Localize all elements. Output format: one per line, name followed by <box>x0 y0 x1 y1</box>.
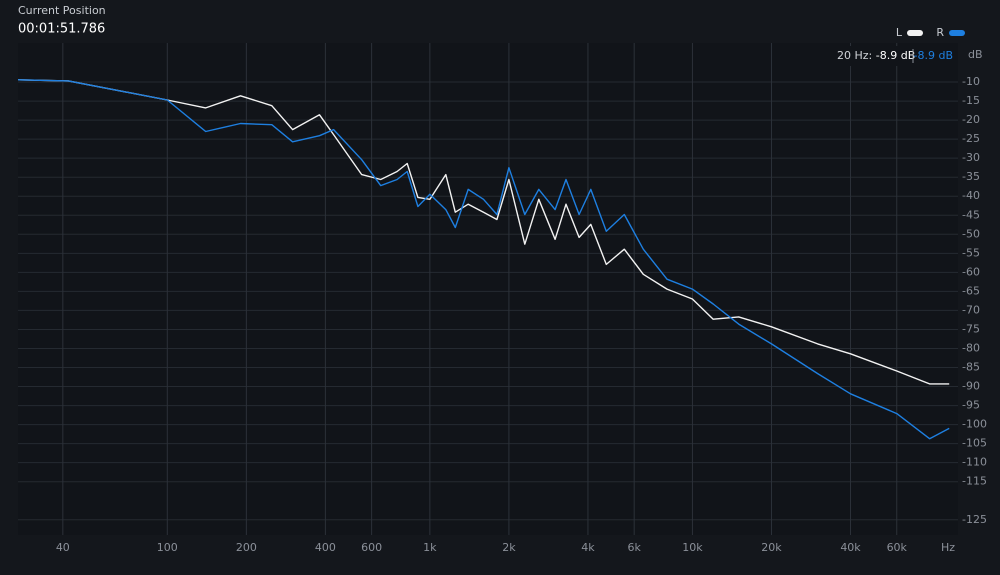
readout-left: -8.9 dB <box>876 49 916 62</box>
y-tick-label: -45 <box>962 208 980 221</box>
x-tick-label: 6k <box>627 541 641 554</box>
y-tick-label: -70 <box>962 303 980 316</box>
x-tick-label: 2k <box>502 541 516 554</box>
y-tick-label: -25 <box>962 132 980 145</box>
plot-area <box>18 43 958 535</box>
y-tick-label: -40 <box>962 189 980 202</box>
y-tick-label: -30 <box>962 151 980 164</box>
x-tick-label: 100 <box>157 541 178 554</box>
readout-frequency: 20 Hz: <box>837 49 872 62</box>
y-tick-label: -95 <box>962 399 980 412</box>
readout-right: -8.9 dB <box>914 49 954 62</box>
y-tick-label: -75 <box>962 322 980 335</box>
position-label: Current Position <box>18 4 106 17</box>
x-tick-label: 400 <box>315 541 336 554</box>
y-tick-label: -55 <box>962 246 980 259</box>
x-tick-label: 1k <box>423 541 437 554</box>
x-tick-label: 20k <box>761 541 782 554</box>
x-tick-label: 4k <box>581 541 595 554</box>
series-line <box>17 79 950 385</box>
x-tick-label: 40k <box>840 541 861 554</box>
lines <box>17 79 950 440</box>
y-tick-label: -50 <box>962 227 980 240</box>
y-axis-label: dB <box>968 48 983 61</box>
x-tick-label: 200 <box>236 541 257 554</box>
x-tick-label: 40 <box>56 541 70 554</box>
y-tick-label: -125 <box>962 513 987 526</box>
y-tick-label: -80 <box>962 341 980 354</box>
readout: 20 Hz: -8.9 dB <box>837 49 915 62</box>
y-tick-label: -100 <box>962 418 987 431</box>
y-tick-label: -15 <box>962 94 980 107</box>
legend-swatch <box>907 30 923 36</box>
position-time: 00:01:51.786 <box>18 22 105 37</box>
series-line <box>17 79 950 440</box>
legend-label: L <box>896 26 903 39</box>
y-tick-label: -115 <box>962 475 987 488</box>
legend-swatch <box>949 30 965 36</box>
x-tick-label: 600 <box>361 541 382 554</box>
x-tick-label: 10k <box>682 541 703 554</box>
grid: -10 -15 -20 -25 -30 -35 -40 -45 -50 -55 -60 -65 -70 -… <box>18 43 987 554</box>
y-tick-label: -85 <box>962 361 980 374</box>
x-axis-label: Hz <box>941 541 955 554</box>
y-tick-label: -35 <box>962 170 980 183</box>
legend-label: R <box>936 26 944 39</box>
y-tick-label: -60 <box>962 265 980 278</box>
x-tick-label: 60k <box>887 541 908 554</box>
readout-bg <box>832 46 956 66</box>
y-tick-label: -110 <box>962 456 987 469</box>
y-tick-label: -90 <box>962 380 980 393</box>
y-tick-label: -20 <box>962 113 980 126</box>
y-tick-label: -65 <box>962 284 980 297</box>
y-tick-label: -105 <box>962 437 987 450</box>
y-tick-label: -10 <box>962 75 980 88</box>
